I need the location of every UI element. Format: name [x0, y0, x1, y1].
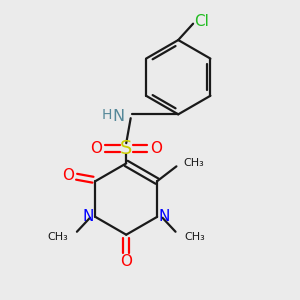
Text: O: O	[120, 254, 132, 269]
Text: N: N	[113, 109, 125, 124]
Text: CH₃: CH₃	[184, 232, 205, 242]
Text: S: S	[120, 139, 132, 158]
Text: H: H	[102, 108, 112, 122]
Text: Cl: Cl	[194, 14, 208, 29]
Text: N: N	[159, 209, 170, 224]
Text: CH₃: CH₃	[183, 158, 204, 168]
Text: O: O	[150, 141, 162, 156]
Text: O: O	[91, 141, 103, 156]
Text: N: N	[82, 209, 94, 224]
Text: CH₃: CH₃	[47, 232, 68, 242]
Text: O: O	[62, 168, 74, 183]
